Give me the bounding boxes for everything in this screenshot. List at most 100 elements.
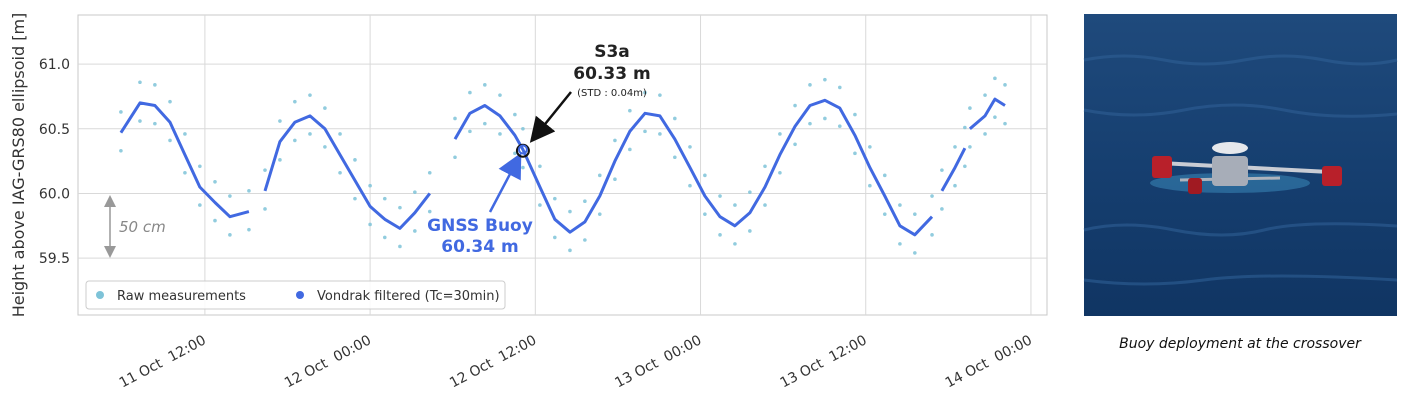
raw-point: [198, 203, 202, 207]
raw-point: [583, 238, 587, 242]
raw-point: [583, 199, 587, 204]
raw-point: [748, 229, 752, 233]
buoy-value: 60.34 m: [441, 237, 518, 257]
raw-point: [930, 194, 934, 198]
raw-point: [673, 116, 677, 121]
s3a-arrow: [529, 91, 572, 143]
raw-point: [263, 168, 267, 172]
raw-point: [427, 209, 432, 214]
photo-caption: Buoy deployment at the crossover: [1119, 336, 1362, 352]
raw-point: [808, 121, 812, 126]
photo-float-left: [1152, 156, 1172, 178]
plot-area: [77, 14, 1048, 316]
raw-point: [823, 116, 827, 121]
raw-point: [643, 90, 647, 95]
raw-point: [808, 83, 812, 87]
raw-point: [940, 207, 944, 211]
y-tick-label: 59.5: [39, 251, 70, 267]
raw-point: [953, 145, 957, 149]
raw-point: [453, 116, 457, 121]
raw-point: [247, 189, 251, 193]
legend-label: Vondrak filtered (Tc=30min): [317, 289, 500, 304]
raw-point: [837, 124, 842, 129]
raw-point: [673, 155, 677, 160]
raw-point: [968, 106, 972, 110]
legend-marker: [296, 291, 304, 299]
raw-point: [183, 170, 187, 175]
photo-antenna: [1212, 142, 1248, 154]
s3a-title: S3a: [594, 42, 630, 62]
raw-point: [213, 180, 217, 184]
x-tick-label: 12 Oct 00:00: [282, 332, 374, 391]
raw-point: [338, 170, 342, 175]
s3a-note: (STD : 0.04m): [577, 88, 647, 99]
raw-point: [153, 121, 157, 126]
grid: [78, 15, 1047, 315]
buoy-arrow: [488, 152, 522, 213]
raw-point: [993, 76, 997, 81]
raw-point: [278, 158, 282, 162]
raw-point: [763, 164, 767, 169]
raw-point: [553, 235, 557, 240]
photo-float-right: [1322, 166, 1342, 186]
raw-point: [323, 106, 327, 110]
raw-point: [521, 126, 525, 131]
raw-point: [1003, 83, 1007, 87]
raw-point: [882, 173, 887, 178]
y-tick-label: 60.5: [39, 122, 70, 138]
raw-point: [483, 121, 487, 126]
raw-point: [703, 173, 707, 178]
raw-point: [868, 183, 872, 188]
raw-point: [293, 99, 297, 104]
raw-point: [198, 164, 202, 169]
raw-point: [468, 90, 472, 95]
raw-point: [183, 132, 187, 136]
raw-point: [597, 212, 602, 216]
raw-point: [413, 190, 417, 194]
raw-point: [353, 196, 357, 201]
scale-label: 50 cm: [119, 218, 166, 236]
raw-point: [882, 212, 887, 216]
raw-point: [940, 168, 944, 172]
photo-float-back: [1188, 178, 1202, 194]
raw-point: [778, 170, 782, 175]
raw-point: [168, 99, 172, 104]
raw-point: [498, 132, 502, 136]
raw-point: [963, 164, 967, 169]
raw-point: [968, 145, 972, 149]
raw-point: [119, 110, 123, 114]
raw-point: [953, 183, 957, 188]
raw-point: [983, 132, 987, 136]
raw-point: [278, 119, 282, 123]
photo: [1083, 14, 1398, 316]
raw-point: [538, 203, 542, 207]
raw-point: [898, 242, 902, 246]
raw-point: [597, 173, 602, 178]
raw-point: [748, 190, 752, 194]
raw-point: [793, 103, 797, 108]
raw-point: [628, 147, 632, 152]
raw-point: [628, 108, 632, 113]
raw-point: [913, 251, 917, 255]
raw-point: [778, 132, 782, 136]
raw-point: [613, 177, 617, 182]
raw-point: [368, 222, 372, 227]
raw-point: [427, 170, 432, 175]
raw-point: [688, 145, 692, 149]
raw-point: [688, 183, 692, 188]
filtered-line: [119, 97, 1006, 237]
raw-point: [553, 196, 557, 201]
raw-point: [538, 164, 542, 169]
legend-marker: [96, 291, 104, 299]
raw-point: [718, 233, 722, 237]
photo-waves: [1083, 54, 1398, 286]
raw-point: [138, 119, 142, 123]
y-tick-label: 61.0: [39, 57, 70, 73]
marks: [119, 76, 1007, 255]
raw-point: [1003, 121, 1007, 126]
raw-point: [247, 227, 251, 232]
raw-point: [853, 112, 857, 117]
raw-point: [398, 205, 402, 210]
raw-point: [382, 235, 387, 240]
buoy-title: GNSS Buoy: [427, 216, 533, 236]
